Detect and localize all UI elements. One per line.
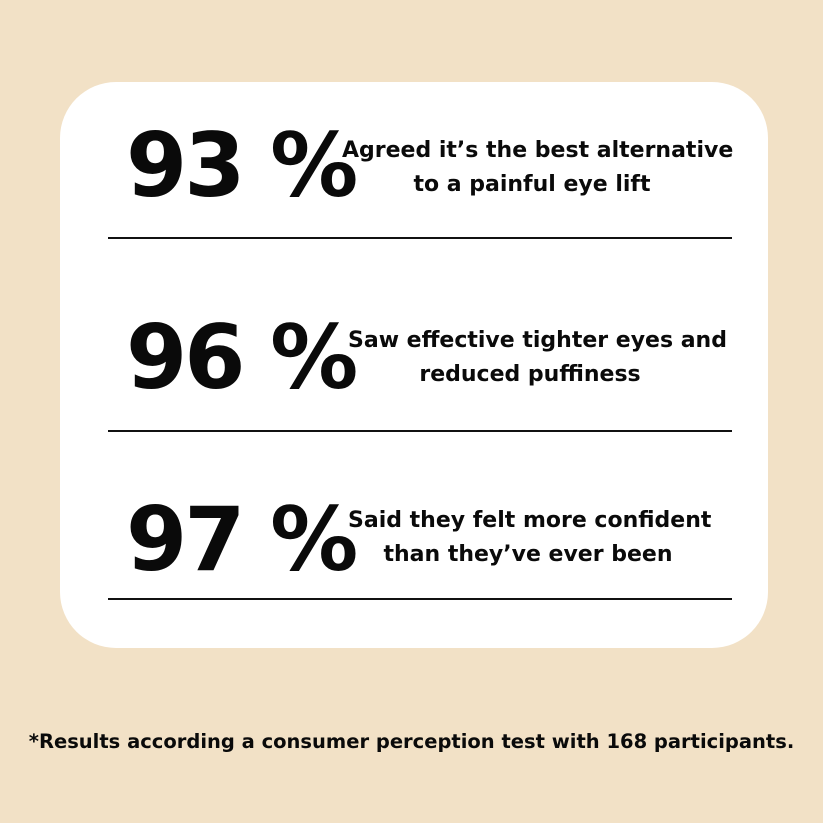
stat-description: Agreed it’s the best alternative to a pa… (342, 134, 734, 202)
stats-card: 93 % Agreed it’s the best alternative to… (60, 82, 768, 648)
stat-description-line: reduced puffiness (419, 362, 641, 387)
stat-value: 96 % (126, 306, 358, 409)
stat-value: 93 % (126, 114, 358, 217)
stat-description-line: to a painful eye lift (413, 172, 651, 197)
divider (108, 430, 732, 432)
stat-description-line: Said they felt more confident (348, 508, 712, 533)
stat-description: Said they felt more confident than they’… (348, 504, 712, 572)
footnote: *Results according a consumer perception… (28, 730, 795, 753)
divider (108, 237, 732, 239)
stat-description-line: Agreed it’s the best alternative (342, 138, 734, 163)
stat-description-line: than they’ve ever been (383, 542, 673, 567)
stat-value: 97 % (126, 488, 358, 591)
stat-description: Saw effective tighter eyes and reduced p… (348, 324, 727, 392)
stat-description-line: Saw effective tighter eyes and (348, 328, 727, 353)
divider (108, 598, 732, 600)
